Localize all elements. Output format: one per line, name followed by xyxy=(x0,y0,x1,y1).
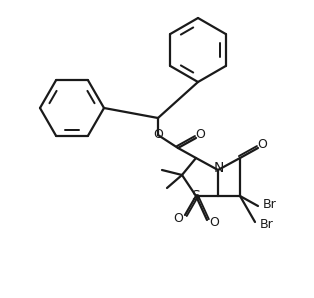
Text: O: O xyxy=(153,128,163,142)
Text: O: O xyxy=(173,212,183,224)
Text: Br: Br xyxy=(263,198,277,210)
Text: O: O xyxy=(209,217,219,229)
Text: O: O xyxy=(257,137,267,150)
Text: N: N xyxy=(214,161,224,175)
Text: S: S xyxy=(192,189,200,203)
Text: Br: Br xyxy=(260,218,274,230)
Text: O: O xyxy=(195,128,205,140)
